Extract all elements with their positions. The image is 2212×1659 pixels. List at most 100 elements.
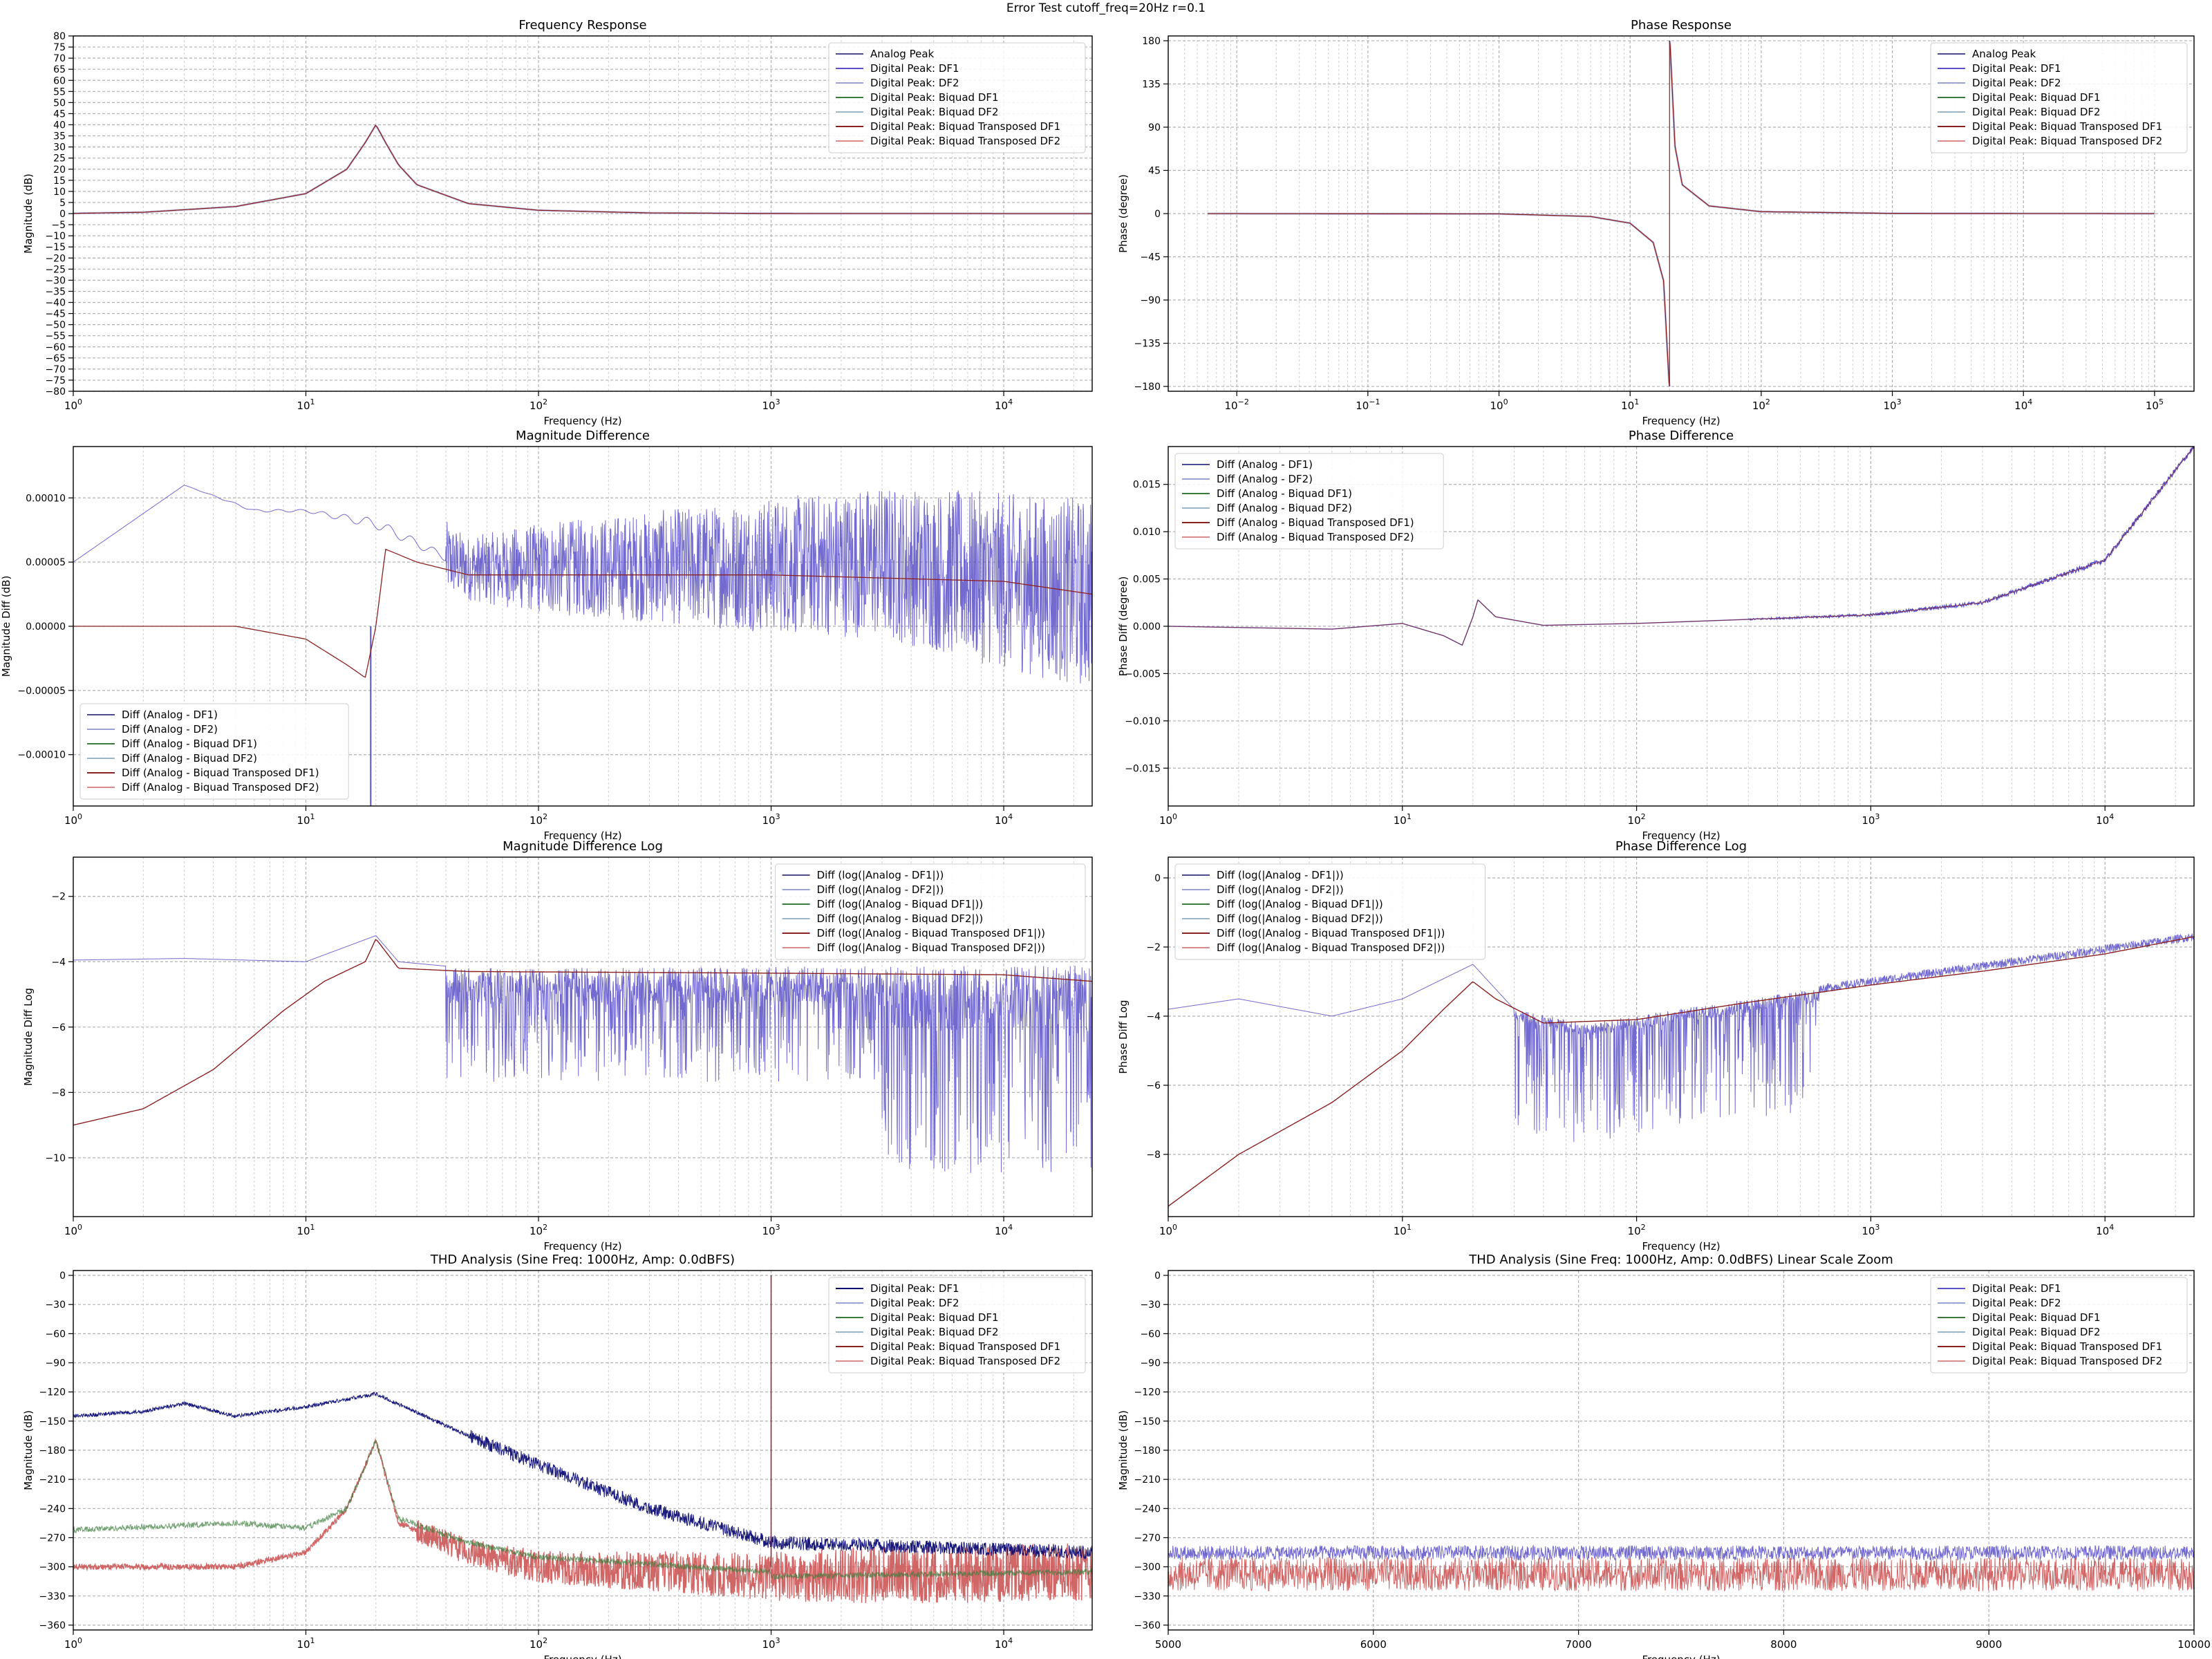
series-line-transposed-df1 (73, 939, 1092, 1126)
y-tick-label: 0.005 (1133, 574, 1161, 585)
x-tick-label: 101 (297, 1223, 315, 1237)
y-tick-label: −30 (45, 1300, 66, 1311)
axes-frame (73, 35, 1093, 392)
axes-frame (73, 1270, 1093, 1631)
x-tick-label: 10000 (2177, 1638, 2211, 1651)
legend-label: Digital Peak: Biquad DF2 (870, 106, 999, 118)
legend-label: Diff (Analog - Biquad DF2) (122, 752, 257, 765)
y-tick-label: 15 (53, 176, 66, 187)
y-tick-label: −180 (1134, 1445, 1161, 1456)
y-tick-label: −120 (1134, 1387, 1161, 1398)
x-tick-label: 100 (64, 812, 82, 827)
legend-box (1930, 1277, 2188, 1374)
y-axis-label: Magnitude Diff Log (22, 988, 35, 1086)
y-tick-label: −10 (45, 231, 66, 242)
x-tick-label: 102 (1752, 397, 1770, 412)
x-tick-label: 104 (995, 1223, 1013, 1237)
y-tick-label: −8 (1146, 1150, 1161, 1161)
x-axis-label: Frequency (Hz) (1642, 415, 1720, 427)
x-tick-label: 103 (762, 397, 780, 412)
y-tick-label: 45 (53, 109, 66, 120)
y-tick-label: 50 (53, 97, 66, 109)
y-tick-label: −135 (1134, 339, 1161, 350)
legend-label: Digital Peak: Biquad Transposed DF1 (870, 120, 1060, 133)
legend-label: Digital Peak: Biquad Transposed DF2 (1972, 135, 2162, 147)
x-tick-label: 102 (1628, 1223, 1646, 1237)
x-tick-label: 10−2 (1225, 397, 1249, 412)
legend-label: Diff (Analog - Biquad Transposed DF2) (122, 781, 319, 794)
y-tick-label: 55 (53, 86, 66, 97)
legend: Analog Peak Digital Peak: DF1 Digital Peak… (828, 42, 1086, 153)
chart-title: Magnitude Difference Log (503, 839, 663, 854)
legend-label: Diff (Analog - Biquad DF1) (1217, 487, 1352, 500)
plot-area (73, 485, 1092, 806)
legend-label: Digital Peak: Biquad DF1 (1972, 91, 2101, 104)
legend-label: Digital Peak: DF1 (1972, 62, 2061, 75)
legend-label: Diff (log(|Analog - Biquad Transposed DF… (817, 927, 1045, 939)
legend-label: Diff (log(|Analog - Biquad DF1|)) (817, 898, 984, 910)
y-tick-label: −60 (1140, 1329, 1161, 1340)
series-line-df1 (73, 485, 1092, 684)
plot-area (1168, 933, 2194, 1207)
y-tick-label: −50 (45, 320, 66, 331)
chart-title: Phase Difference (1629, 429, 1734, 443)
legend: Analog Peak Digital Peak: DF1 Digital Peak… (1930, 42, 2188, 153)
y-tick-label: −330 (1134, 1591, 1161, 1602)
x-axis-label: Frequency (Hz) (543, 830, 621, 842)
series-line-transposed-df1 (73, 548, 1092, 678)
y-tick-label: −6 (51, 1022, 66, 1033)
legend-label: Digital Peak: Biquad DF2 (1972, 106, 2101, 118)
x-tick-label: 5000 (1155, 1638, 1181, 1651)
legend-label: Diff (log(|Analog - Biquad DF2|)) (817, 912, 984, 925)
y-tick-label: 90 (1148, 122, 1161, 133)
legend-label: Digital Peak: DF2 (1972, 77, 2061, 89)
chart-title: Phase Response (1631, 18, 1732, 32)
legend-label: Analog Peak (1972, 48, 2036, 60)
series-line-biquad-df1 (73, 1439, 1092, 1580)
y-tick-label: −55 (45, 331, 66, 342)
y-tick-label: 80 (53, 31, 66, 42)
y-tick-label: −40 (45, 298, 66, 309)
y-tick-label: −300 (39, 1562, 66, 1573)
legend-label: Digital Peak: Biquad Transposed DF1 (870, 1340, 1060, 1353)
y-tick-label: 5 (59, 198, 66, 209)
y-tick-label: −120 (39, 1387, 66, 1398)
legend-label: Digital Peak: Biquad DF2 (870, 1326, 999, 1338)
y-tick-label: −180 (1134, 382, 1161, 393)
legend-label: Diff (Analog - DF1) (122, 709, 218, 721)
y-tick-label: 65 (53, 64, 66, 75)
legend-label: Digital Peak: DF2 (1972, 1297, 2061, 1309)
x-tick-label: 6000 (1360, 1638, 1387, 1651)
y-tick-label: 25 (53, 153, 66, 165)
x-tick-label: 102 (1628, 812, 1646, 827)
y-tick-label: 0 (59, 209, 66, 220)
legend-label: Diff (log(|Analog - DF2|)) (1217, 883, 1344, 896)
series-line-transposed-df1 (73, 124, 1092, 214)
y-tick-label: 10 (53, 187, 66, 198)
x-tick-label: 101 (297, 812, 315, 827)
legend-label: Diff (log(|Analog - Biquad DF2|)) (1217, 912, 1383, 925)
plot-area (1208, 40, 2155, 387)
legend-label: Digital Peak: Biquad DF1 (1972, 1311, 2101, 1324)
x-tick-label: 100 (1490, 397, 1508, 412)
y-tick-label: −80 (45, 386, 66, 397)
y-tick-label: −2 (1146, 942, 1161, 953)
y-tick-label: −0.010 (1125, 716, 1161, 727)
x-tick-label: 101 (297, 397, 315, 412)
x-tick-label: 104 (995, 812, 1013, 827)
y-tick-label: −240 (1134, 1503, 1161, 1515)
y-tick-label: −0.015 (1125, 763, 1161, 774)
y-tick-label: −0.005 (1125, 668, 1161, 679)
legend-label: Diff (Analog - Biquad DF2) (1217, 502, 1352, 514)
x-tick-label: 100 (64, 1636, 82, 1651)
legend-label: Diff (Analog - Biquad DF1) (122, 738, 257, 750)
legend-label: Diff (log(|Analog - Biquad Transposed DF… (1217, 941, 1445, 954)
x-tick-label: 102 (529, 812, 547, 827)
legend-label: Digital Peak: Biquad Transposed DF2 (870, 135, 1060, 147)
axes-frame (1168, 856, 2195, 1217)
y-tick-label: −180 (39, 1445, 66, 1456)
y-tick-label: −0.00010 (17, 750, 66, 761)
y-tick-label: 75 (53, 42, 66, 53)
legend-label: Diff (Analog - Biquad Transposed DF2) (1217, 531, 1414, 543)
x-axis-label: Frequency (Hz) (543, 415, 621, 427)
